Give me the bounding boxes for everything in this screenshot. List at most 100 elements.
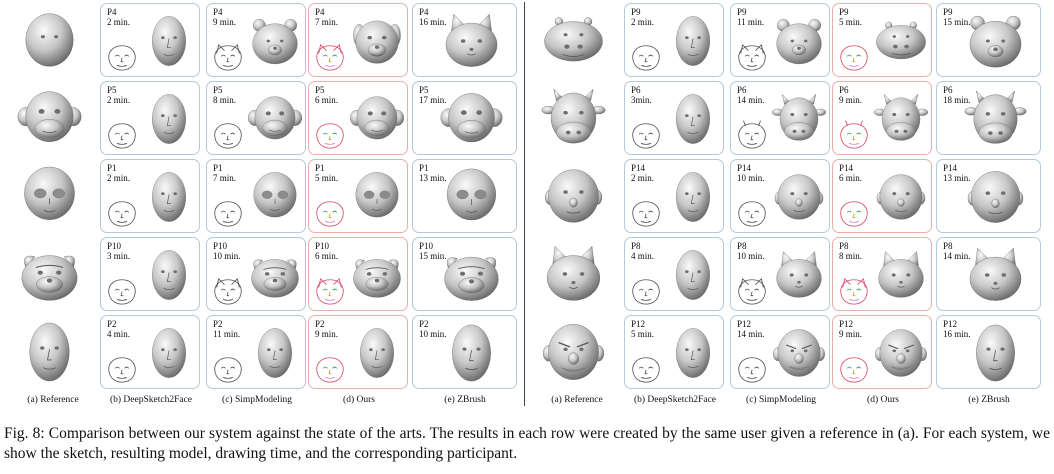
- result-model: [959, 87, 1032, 151]
- drawing-time-label: 11 min.: [737, 17, 765, 27]
- drawing-time-label: 14 min.: [737, 95, 765, 105]
- input-sketch: [627, 198, 665, 228]
- drawing-time-label: 4 min.: [631, 251, 655, 261]
- participant-label: P1: [419, 163, 429, 173]
- participant-label: P12: [839, 319, 854, 329]
- input-sketch: [627, 120, 665, 150]
- ours-cell: P14 6 min.: [832, 159, 932, 233]
- participant-label: P9: [943, 7, 953, 17]
- participant-label: P9: [839, 7, 849, 17]
- reference-model: [535, 7, 612, 73]
- drawing-time-label: 4 min.: [107, 329, 131, 339]
- participant-label: P2: [419, 319, 429, 329]
- input-sketch: [311, 120, 349, 150]
- deepsketch2face-cell: P10 3 min.: [100, 237, 200, 311]
- drawing-time-label: 14 min.: [737, 329, 765, 339]
- result-model: [349, 242, 405, 308]
- participant-label: P14: [839, 163, 854, 173]
- result-model: [771, 320, 827, 386]
- zbrush-cell: P12 16 min.: [936, 315, 1041, 389]
- drawing-time-label: 5 min.: [631, 329, 655, 339]
- result-model: [435, 243, 508, 307]
- comparison-figure: P4 2 min. P4 9 min. P4 7 min. P4 16 min. P5 2 min…: [17, 2, 1041, 406]
- drawing-time-label: 2 min.: [107, 95, 131, 105]
- simpmodeling-cell: P4 9 min.: [206, 3, 306, 77]
- drawing-time-label: 10 min.: [419, 329, 447, 339]
- input-sketch: [103, 198, 141, 228]
- result-model: [141, 164, 197, 230]
- zbrush-cell: P5 17 min.: [412, 81, 517, 155]
- panel-divider: [524, 2, 525, 406]
- result-model: [665, 86, 721, 152]
- simpmodeling-cell: P8 10 min.: [730, 237, 830, 311]
- result-model: [771, 164, 827, 230]
- drawing-time-label: 3min.: [631, 95, 652, 105]
- input-sketch: [627, 42, 665, 72]
- ours-cell: P8 8 min.: [832, 237, 932, 311]
- drawing-time-label: 2 min.: [107, 17, 131, 27]
- zbrush-cell: P8 14 min.: [936, 237, 1041, 311]
- result-model: [247, 320, 303, 386]
- drawing-time-label: 15 min.: [943, 17, 971, 27]
- drawing-time-label: 9 min.: [213, 17, 237, 27]
- participant-label: P5: [419, 85, 429, 95]
- drawing-time-label: 18 min.: [943, 95, 971, 105]
- result-model: [665, 242, 721, 308]
- ours-cell: P12 9 min.: [832, 315, 932, 389]
- participant-label: P6: [943, 85, 953, 95]
- participant-label: P5: [213, 85, 223, 95]
- drawing-time-label: 9 min.: [839, 95, 863, 105]
- drawing-time-label: 16 min.: [943, 329, 971, 339]
- result-model: [141, 320, 197, 386]
- zbrush-cell: P1 13 min.: [412, 159, 517, 233]
- drawing-time-label: 2 min.: [631, 173, 655, 183]
- drawing-time-label: 8 min.: [213, 95, 237, 105]
- drawing-time-label: 14 min.: [943, 251, 971, 261]
- drawing-time-label: 6 min.: [315, 251, 339, 261]
- participant-label: P6: [737, 85, 747, 95]
- drawing-time-label: 16 min.: [419, 17, 447, 27]
- drawing-time-label: 2 min.: [107, 173, 131, 183]
- deepsketch2face-cell: P2 4 min.: [100, 315, 200, 389]
- input-sketch: [103, 276, 141, 306]
- ours-cell: P5 6 min.: [308, 81, 408, 155]
- drawing-time-label: 5 min.: [839, 17, 863, 27]
- deepsketch2face-cell: P6 3min.: [624, 81, 724, 155]
- participant-label: P4: [213, 7, 223, 17]
- simpmodeling-cell: P12 14 min.: [730, 315, 830, 389]
- deepsketch2face-cell: P9 2 min.: [624, 3, 724, 77]
- drawing-time-label: 3 min.: [107, 251, 131, 261]
- reference-model: [535, 163, 612, 229]
- deepsketch2face-cell: P5 2 min.: [100, 81, 200, 155]
- input-sketch: [733, 42, 771, 72]
- drawing-time-label: 9 min.: [315, 329, 339, 339]
- participant-label: P4: [315, 7, 325, 17]
- result-model: [349, 320, 405, 386]
- zbrush-cell: P10 15 min.: [412, 237, 517, 311]
- ours-cell: P6 9 min.: [832, 81, 932, 155]
- drawing-time-label: 13 min.: [419, 173, 447, 183]
- column-label: (c) SimpModeling: [746, 395, 816, 405]
- input-sketch: [311, 198, 349, 228]
- drawing-time-label: 13 min.: [943, 173, 971, 183]
- simpmodeling-cell: P9 11 min.: [730, 3, 830, 77]
- input-sketch: [733, 354, 771, 384]
- simpmodeling-cell: P14 10 min.: [730, 159, 830, 233]
- result-model: [349, 164, 405, 230]
- column-label: (a) Reference: [27, 395, 79, 405]
- result-model: [141, 242, 197, 308]
- zbrush-cell: P14 13 min.: [936, 159, 1041, 233]
- reference-model: [535, 319, 612, 385]
- deepsketch2face-cell: P8 4 min.: [624, 237, 724, 311]
- result-model: [435, 87, 508, 151]
- participant-label: P4: [419, 7, 429, 17]
- participant-label: P9: [631, 7, 641, 17]
- ours-cell: P2 9 min.: [308, 315, 408, 389]
- result-model: [435, 321, 508, 385]
- result-model: [665, 320, 721, 386]
- input-sketch: [103, 120, 141, 150]
- input-sketch: [209, 276, 247, 306]
- result-model: [665, 8, 721, 74]
- deepsketch2face-cell: P1 2 min.: [100, 159, 200, 233]
- column-label: (e) ZBrush: [444, 395, 486, 405]
